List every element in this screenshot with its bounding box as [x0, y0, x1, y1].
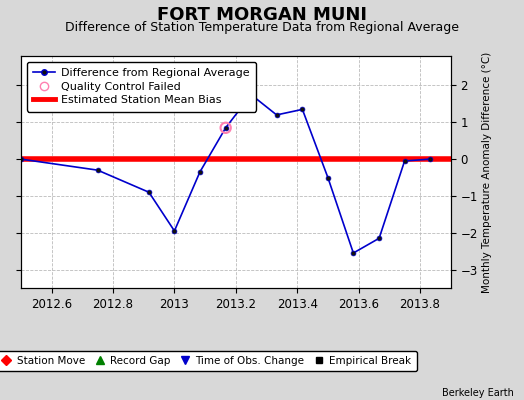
Text: FORT MORGAN MUNI: FORT MORGAN MUNI [157, 6, 367, 24]
Text: Difference of Station Temperature Data from Regional Average: Difference of Station Temperature Data f… [65, 21, 459, 34]
Text: Berkeley Earth: Berkeley Earth [442, 388, 514, 398]
Point [222, 125, 230, 131]
Legend: Station Move, Record Gap, Time of Obs. Change, Empirical Break: Station Move, Record Gap, Time of Obs. C… [0, 350, 417, 371]
Y-axis label: Monthly Temperature Anomaly Difference (°C): Monthly Temperature Anomaly Difference (… [482, 51, 492, 293]
